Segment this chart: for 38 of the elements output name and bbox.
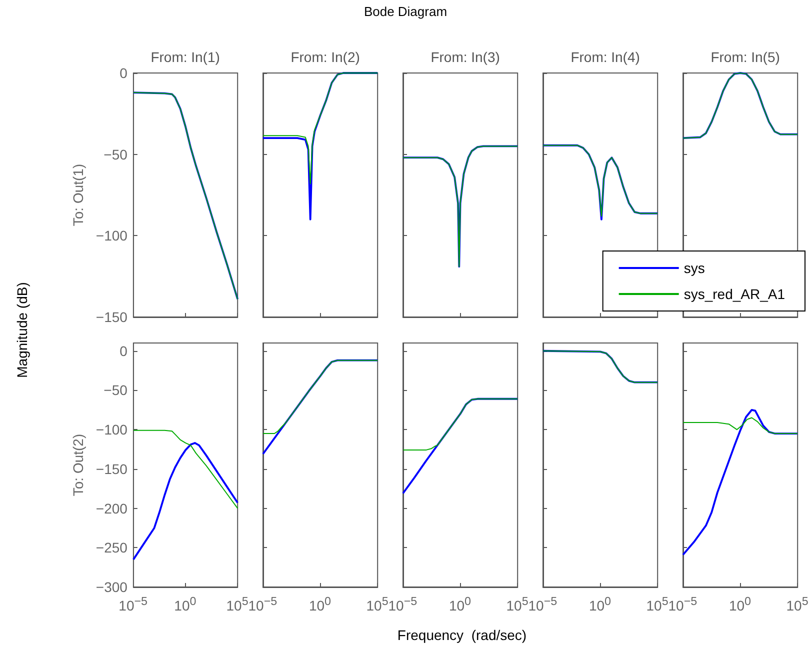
y-tick-label: −50 [103, 382, 128, 399]
chart-title: From: In(5) [710, 48, 780, 65]
chart-title: From: In(2) [290, 48, 360, 65]
y-tick-label: −250 [96, 540, 128, 556]
y-tick-label: −50 [103, 146, 128, 162]
text: Magnitude (dB) [14, 282, 30, 378]
y-tick-label: −100 [96, 227, 128, 244]
x-tick-label: 10$^{5}$ [226, 594, 248, 615]
chart-title: From: In(4) [570, 48, 640, 65]
y-tick-label: −150 [96, 461, 128, 478]
y-tick-label: −200 [96, 500, 128, 517]
x-tick-label: 10$^{5}$ [506, 594, 528, 615]
x-tick-label: 10$^{0}$ [308, 594, 332, 615]
y-tick-label: 0 [119, 343, 128, 360]
y-tick-label: −300 [96, 579, 128, 596]
y-tick-label: −150 [96, 308, 128, 325]
x-tick-label: 10$^{0}$ [588, 594, 612, 615]
x-tick-label: 10$^{0}$ [174, 594, 196, 615]
y-tick-label: 0 [119, 64, 128, 81]
y-axis-title: To: Out(1) [70, 164, 86, 226]
text: Bode Diagram [362, 4, 448, 19]
x-tick-label: 10$^{−5}$ [528, 594, 558, 615]
y-axis-title: To: Out(2) [70, 434, 86, 496]
x-tick-label: 10$^{−5}$ [388, 594, 418, 615]
y-tick-label: −100 [96, 422, 128, 438]
x-tick-label: 10$^{−5}$ [118, 595, 148, 614]
x-tick-label: 10$^{−5}$ [668, 594, 698, 615]
x-tick-label: 10$^{5}$ [646, 594, 668, 615]
x-tick-label: 10$^{0}$ [728, 594, 752, 615]
x-tick-label: 10$^{5}$ [366, 594, 388, 615]
x-tick-label: 10$^{5}$ [786, 594, 808, 615]
x-tick-label: 10$^{−5}$ [248, 594, 278, 615]
legend-label: sys_red_AR_A1 [684, 286, 785, 302]
chart-title: From: In(1) [150, 48, 220, 65]
x-tick-label: 10$^{0}$ [448, 594, 472, 615]
chart-title: From: In(3) [430, 48, 500, 65]
text: Frequency (rad/sec) [397, 627, 527, 643]
legend-label: sys [684, 260, 705, 276]
